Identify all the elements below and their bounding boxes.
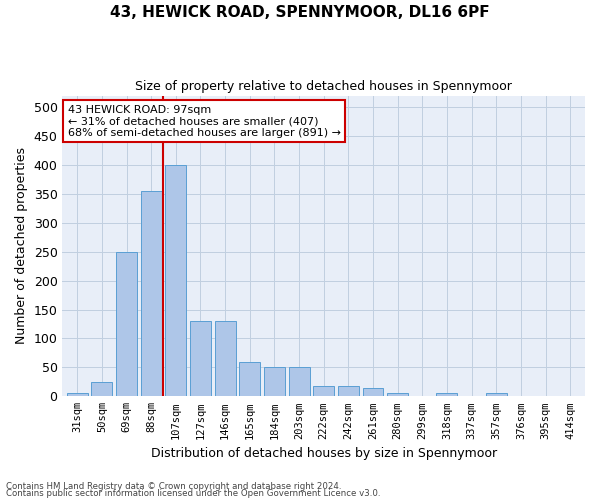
Bar bbox=[166, 165, 186, 396]
Bar bbox=[264, 368, 285, 396]
Bar bbox=[91, 382, 112, 396]
Title: Size of property relative to detached houses in Spennymoor: Size of property relative to detached ho… bbox=[135, 80, 512, 93]
Bar bbox=[239, 362, 260, 396]
Bar bbox=[313, 386, 334, 396]
Bar bbox=[338, 386, 359, 396]
Text: 43 HEWICK ROAD: 97sqm
← 31% of detached houses are smaller (407)
68% of semi-det: 43 HEWICK ROAD: 97sqm ← 31% of detached … bbox=[68, 104, 341, 138]
Bar bbox=[289, 368, 310, 396]
Text: 43, HEWICK ROAD, SPENNYMOOR, DL16 6PF: 43, HEWICK ROAD, SPENNYMOOR, DL16 6PF bbox=[110, 5, 490, 20]
Text: Contains HM Land Registry data © Crown copyright and database right 2024.: Contains HM Land Registry data © Crown c… bbox=[6, 482, 341, 491]
Bar bbox=[486, 394, 507, 396]
X-axis label: Distribution of detached houses by size in Spennymoor: Distribution of detached houses by size … bbox=[151, 447, 497, 460]
Bar bbox=[215, 321, 236, 396]
Bar bbox=[387, 394, 408, 396]
Bar bbox=[140, 191, 161, 396]
Bar bbox=[436, 394, 457, 396]
Y-axis label: Number of detached properties: Number of detached properties bbox=[15, 148, 28, 344]
Bar bbox=[190, 321, 211, 396]
Text: Contains public sector information licensed under the Open Government Licence v3: Contains public sector information licen… bbox=[6, 489, 380, 498]
Bar bbox=[116, 252, 137, 396]
Bar bbox=[362, 388, 383, 396]
Bar bbox=[67, 394, 88, 396]
